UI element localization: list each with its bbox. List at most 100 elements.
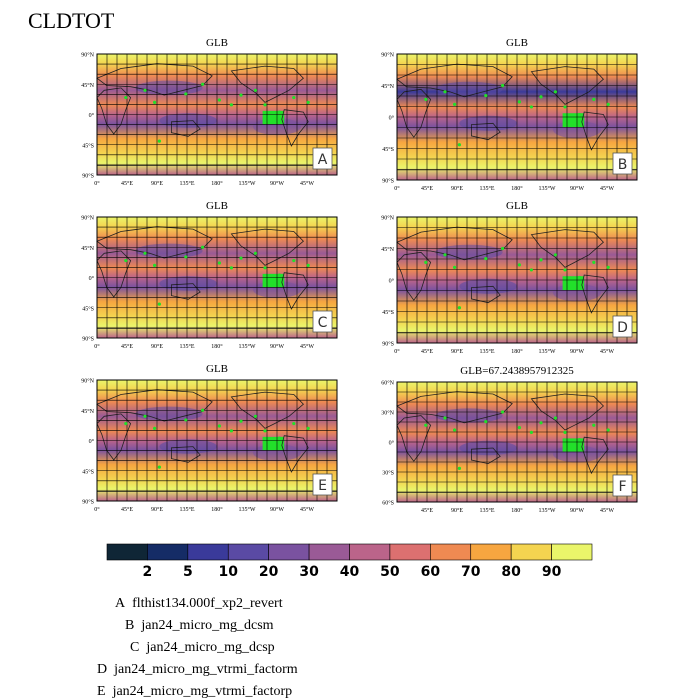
- lon-tick-label: 135°W: [238, 180, 255, 187]
- lon-tick-label: 135°E: [479, 185, 494, 192]
- station-marker: [253, 88, 257, 92]
- legend-entry-e: E jan24_micro_mg_vtrmi_factorp: [97, 684, 293, 699]
- coastline: [581, 436, 609, 475]
- colorbar-swatch: [268, 543, 310, 561]
- panel-title: GLB: [506, 37, 528, 49]
- legend-entry-b: B jan24_micro_mg_dcsm: [125, 618, 274, 633]
- station-marker: [157, 465, 161, 469]
- lat-tick-label: 45°S: [82, 468, 94, 475]
- station-marker: [457, 306, 461, 310]
- station-marker: [453, 102, 457, 106]
- station-marker: [124, 95, 128, 100]
- station-marker: [229, 429, 233, 433]
- lat-tick-label: 45°N: [381, 246, 394, 253]
- station-marker: [484, 420, 488, 424]
- colorbar-swatch: [187, 543, 229, 561]
- green-region: [562, 276, 585, 291]
- station-marker: [217, 98, 221, 102]
- coastline: [581, 111, 609, 151]
- lon-tick-label: 135°W: [538, 348, 555, 355]
- station-marker: [292, 421, 296, 426]
- lon-tick-label: 90°E: [451, 348, 463, 355]
- lat-tick-label: 90°S: [82, 173, 94, 180]
- colorbar-swatch: [227, 543, 269, 561]
- lon-tick-label: 180°: [211, 343, 223, 350]
- panel-letter-box: [612, 474, 633, 497]
- lon-tick-label: 135°W: [238, 343, 255, 350]
- station-marker: [292, 95, 296, 100]
- lon-tick-label: 135°W: [538, 185, 555, 192]
- lat-tick-label: 90°N: [81, 52, 94, 59]
- panel-title: GLB: [206, 200, 228, 212]
- lat-tick-label: 90°N: [381, 52, 394, 59]
- panel-letter-box: [312, 310, 333, 333]
- station-marker: [517, 263, 522, 267]
- station-marker: [529, 105, 534, 109]
- lat-tick-label: 0°: [389, 278, 395, 285]
- coastline: [96, 413, 132, 461]
- coastline: [470, 447, 501, 465]
- lat-tick-label: 0°: [389, 115, 395, 122]
- station-marker: [529, 430, 534, 434]
- lon-tick-label: 45°W: [600, 185, 614, 192]
- coastline: [396, 226, 513, 261]
- lat-tick-label: 45°S: [82, 142, 94, 149]
- station-marker: [539, 95, 543, 99]
- station-marker: [563, 268, 567, 272]
- station-marker: [277, 436, 281, 440]
- station-marker: [263, 266, 267, 270]
- lat-tick-label: 0°: [89, 112, 95, 119]
- coastline: [170, 120, 201, 137]
- coastline: [281, 109, 309, 147]
- station-marker: [184, 418, 188, 422]
- panel-title: GLB=67.2438957912325: [460, 365, 574, 377]
- coastline: [470, 285, 501, 304]
- legend-entry-a: A flthist134.000f_xp2_revert: [115, 596, 283, 611]
- station-marker: [124, 421, 128, 426]
- station-marker: [529, 268, 534, 272]
- panel-letter: B: [618, 157, 628, 173]
- station-marker: [292, 258, 296, 263]
- station-marker: [306, 426, 310, 430]
- station-marker: [239, 256, 243, 260]
- panel-frame: [396, 381, 638, 503]
- lon-tick-label: 0°: [94, 180, 100, 187]
- colorbar-label: 2: [143, 564, 153, 580]
- colorbar-swatch: [430, 543, 472, 561]
- station-marker: [484, 93, 488, 98]
- station-marker: [606, 265, 610, 269]
- station-marker: [217, 424, 221, 428]
- station-marker: [577, 438, 582, 442]
- panel-f: GLB=67.2438957912325 60°N 30°N 0° 30°S 60°S 45…: [381, 365, 638, 514]
- coastline: [281, 272, 309, 310]
- station-marker: [484, 256, 488, 261]
- colorbar-label: 70: [461, 564, 481, 580]
- colorbar-swatch: [106, 543, 148, 561]
- station-marker: [157, 302, 161, 306]
- panel-frame: [96, 53, 338, 176]
- coastline: [581, 274, 609, 314]
- station-marker: [592, 97, 596, 101]
- colorbar-label: 80: [501, 564, 521, 580]
- lon-tick-label: 90°E: [151, 180, 163, 187]
- station-marker: [539, 258, 543, 262]
- panel-frame: [96, 379, 338, 502]
- coastline: [530, 66, 604, 105]
- panel-letter: F: [618, 479, 626, 495]
- legend-entry-d: D jan24_micro_mg_vtrmi_factorm: [97, 662, 298, 677]
- lon-tick-label: 0°: [394, 348, 400, 355]
- colorbar-label: 30: [299, 564, 319, 580]
- coastline: [96, 250, 132, 298]
- station-marker: [606, 428, 610, 432]
- station-marker: [606, 102, 610, 106]
- station-marker: [306, 263, 310, 267]
- station-marker: [592, 260, 596, 264]
- figure-title: CLDTOT: [28, 8, 115, 33]
- station-marker: [153, 426, 157, 430]
- station-marker: [592, 423, 596, 427]
- station-marker: [217, 261, 221, 265]
- panel-frame: [96, 216, 338, 339]
- station-marker: [517, 100, 522, 104]
